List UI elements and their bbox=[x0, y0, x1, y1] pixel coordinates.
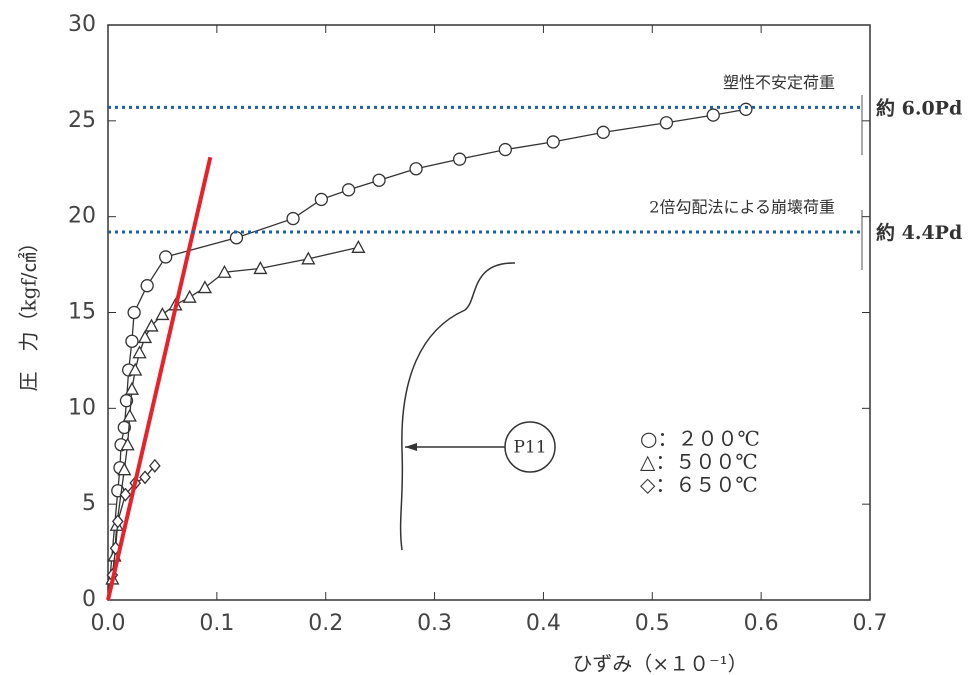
y-tick-label: 10 bbox=[68, 395, 96, 420]
marker bbox=[182, 289, 197, 303]
y-tick-label: 20 bbox=[68, 204, 96, 229]
marker bbox=[140, 279, 154, 293]
marker bbox=[596, 125, 610, 139]
marker bbox=[341, 183, 356, 197]
annotation-circle bbox=[504, 421, 556, 473]
vessel-outline bbox=[399, 262, 516, 551]
arrow-head bbox=[405, 443, 417, 451]
marker bbox=[125, 334, 139, 348]
annotation: P11 bbox=[513, 438, 546, 458]
reference-line bbox=[106, 156, 213, 601]
x-tick-label: 0.5 bbox=[635, 611, 670, 636]
marker bbox=[314, 192, 329, 207]
plot-frame bbox=[107, 24, 871, 601]
marker bbox=[122, 408, 137, 422]
marker bbox=[498, 142, 512, 157]
marker bbox=[301, 251, 316, 265]
marker bbox=[137, 330, 153, 344]
marker bbox=[546, 135, 560, 149]
marker bbox=[286, 211, 300, 226]
marker bbox=[706, 108, 720, 122]
marker bbox=[372, 173, 386, 187]
marker bbox=[229, 231, 244, 245]
y-axis-label: 圧 力（kgf/㎠） bbox=[17, 232, 41, 391]
marker bbox=[452, 152, 467, 166]
marker bbox=[253, 261, 268, 275]
marker bbox=[120, 437, 135, 451]
y-tick-label: 15 bbox=[68, 300, 96, 325]
x-tick-label: 0.2 bbox=[308, 611, 343, 636]
y-tick-label: 25 bbox=[68, 108, 96, 133]
y-tick-label: 30 bbox=[68, 12, 96, 37]
marker bbox=[739, 102, 753, 116]
legend-entry: ○：２００℃ bbox=[640, 427, 760, 451]
threshold-label: 2倍勾配法による崩壊荷重 bbox=[649, 198, 835, 217]
marker bbox=[127, 305, 141, 320]
threshold-note: 約 6.0Pd bbox=[876, 96, 962, 119]
marker bbox=[144, 318, 159, 332]
marker bbox=[197, 280, 212, 294]
marker bbox=[119, 487, 132, 502]
marker bbox=[659, 116, 674, 130]
marker bbox=[132, 345, 147, 359]
marker bbox=[351, 239, 366, 253]
marker bbox=[217, 264, 232, 278]
x-tick-label: 0.1 bbox=[199, 611, 234, 636]
y-tick-label: 0 bbox=[82, 587, 96, 612]
marker bbox=[148, 458, 161, 473]
x-tick-label: 0.0 bbox=[91, 611, 126, 636]
marker bbox=[159, 250, 173, 264]
x-tick-label: 0.7 bbox=[853, 611, 888, 636]
series-line bbox=[107, 246, 359, 601]
marker bbox=[117, 462, 132, 476]
marker bbox=[139, 470, 151, 485]
threshold-label: 塑性不安定荷重 bbox=[723, 73, 835, 92]
x-tick-label: 0.4 bbox=[526, 611, 561, 636]
marker bbox=[124, 381, 140, 395]
legend-entry: ◇：６５０℃ bbox=[640, 473, 758, 497]
marker bbox=[409, 162, 423, 176]
marker bbox=[155, 307, 170, 321]
threshold-note: 約 4.4Pd bbox=[876, 221, 962, 244]
x-tick-label: 0.3 bbox=[417, 611, 452, 636]
y-tick-label: 5 bbox=[82, 491, 96, 516]
marker bbox=[111, 514, 124, 529]
legend-entry: △：５００℃ bbox=[640, 450, 758, 474]
marker bbox=[128, 362, 143, 376]
x-tick-label: 0.6 bbox=[744, 611, 779, 636]
x-axis-label: ひずみ（×１０⁻¹） bbox=[572, 652, 747, 675]
